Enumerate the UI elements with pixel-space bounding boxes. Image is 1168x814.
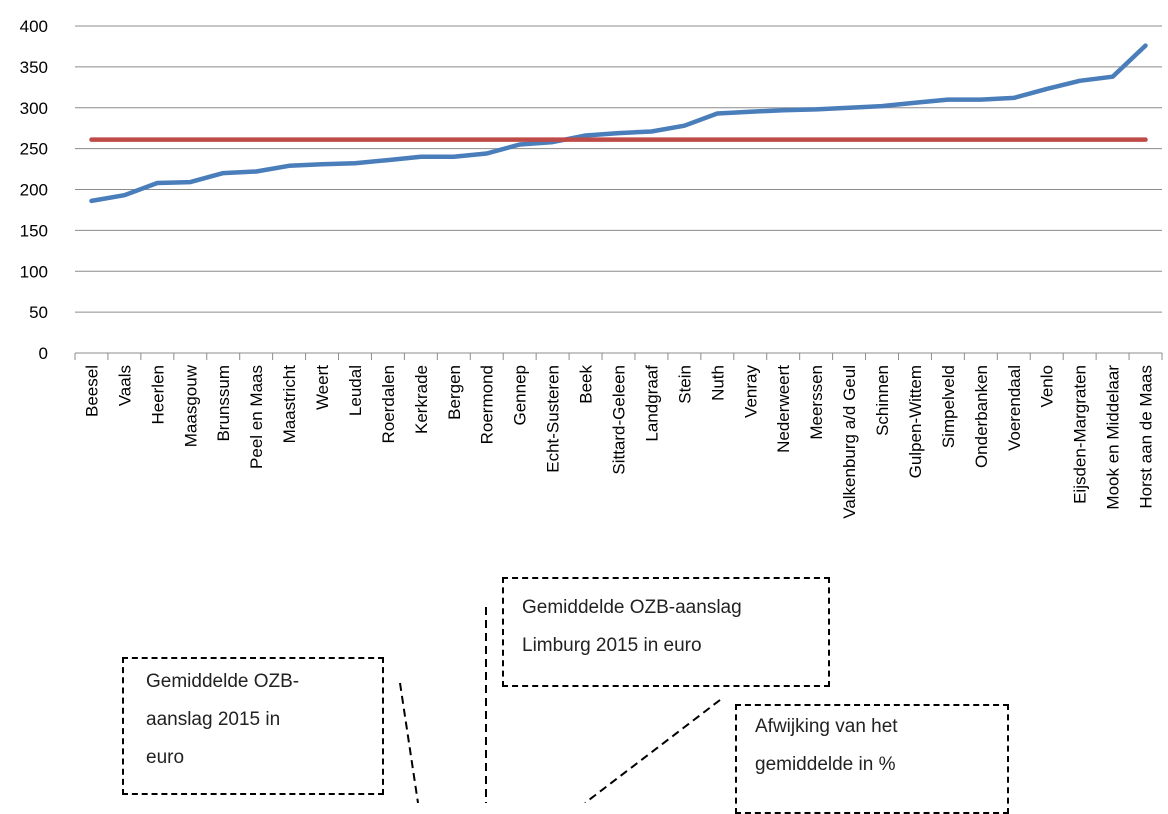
x-tick-label: Voerendaal bbox=[1005, 365, 1024, 451]
x-tick-label: Venray bbox=[741, 365, 760, 418]
callout-province-text: Gemiddelde OZB-aanslag Limburg 2015 in e… bbox=[522, 597, 742, 656]
x-axis bbox=[74, 352, 1163, 360]
x-tick-label: Stein bbox=[675, 365, 694, 404]
x-tick-label: Leudal bbox=[346, 365, 365, 416]
y-tick-label: 50 bbox=[29, 303, 48, 322]
x-tick-label: Brunssum bbox=[214, 365, 233, 442]
x-tick-label: Venlo bbox=[1038, 365, 1057, 408]
y-tick-label: 250 bbox=[20, 140, 48, 159]
x-tick-label: Valkenburg a/d Geul bbox=[840, 365, 859, 519]
x-tick-label: Nederweert bbox=[774, 365, 793, 453]
x-tick-label: Vaals bbox=[115, 365, 134, 406]
gridlines bbox=[75, 25, 1162, 313]
x-tick-label: Nuth bbox=[708, 365, 727, 401]
y-tick-label: 350 bbox=[20, 58, 48, 77]
x-tick-label: Heerlen bbox=[148, 365, 167, 425]
x-tick-label: Beek bbox=[577, 365, 596, 404]
y-tick-label: 0 bbox=[39, 344, 48, 363]
x-tick-label: Weert bbox=[313, 365, 332, 410]
x-axis-tick-labels: Beesel Vaals Heerlen Maasgouw Brunssum Peel e… bbox=[82, 364, 1155, 518]
callout-province-average: Gemiddelde OZB-aanslag Limburg 2015 in e… bbox=[502, 577, 830, 687]
x-tick-label: Roerdalen bbox=[379, 365, 398, 443]
x-tick-label: Mook en Middelaar bbox=[1104, 365, 1123, 510]
x-tick-label: Sittard-Geleen bbox=[610, 365, 629, 475]
x-tick-label: Gennep bbox=[511, 365, 530, 426]
callout-municipal-text: Gemiddelde OZB- aanslag 2015 in euro bbox=[146, 671, 300, 768]
x-tick-label: Maastricht bbox=[280, 365, 299, 444]
x-tick-label: Echt-Susteren bbox=[544, 365, 563, 473]
x-tick-label: Eijsden-Margraten bbox=[1071, 365, 1090, 504]
x-tick-label: Maasgouw bbox=[181, 364, 200, 447]
y-tick-label: 400 bbox=[20, 17, 48, 36]
y-tick-label: 150 bbox=[20, 221, 48, 240]
x-tick-label: Horst aan de Maas bbox=[1137, 365, 1156, 509]
x-tick-label: Gulpen-Wittem bbox=[906, 365, 925, 478]
y-axis-tick-labels: 0 50 100 150 200 250 300 350 400 bbox=[20, 17, 48, 363]
x-tick-label: Meerssen bbox=[807, 365, 826, 440]
y-tick-label: 200 bbox=[20, 181, 48, 200]
y-tick-label: 300 bbox=[20, 99, 48, 118]
x-tick-label: Beesel bbox=[82, 365, 101, 417]
series-line-0 bbox=[89, 43, 1148, 204]
x-tick-label: Bergen bbox=[445, 365, 464, 420]
x-tick-label: Kerkrade bbox=[412, 365, 431, 434]
leader-line-deviation bbox=[584, 699, 721, 803]
y-tick-label: 100 bbox=[20, 262, 48, 281]
series-lines bbox=[89, 43, 1148, 204]
x-tick-label: Landgraaf bbox=[642, 365, 661, 442]
x-tick-label: Simpelveld bbox=[939, 365, 958, 448]
x-tick-label: Roermond bbox=[478, 365, 497, 444]
leader-line-municipal bbox=[399, 682, 419, 803]
x-tick-label: Onderbanken bbox=[972, 365, 991, 468]
x-tick-label: Schinnen bbox=[873, 365, 892, 436]
callout-deviation: Afwijking van het gemiddelde in % bbox=[735, 704, 1009, 814]
callout-deviation-text: Afwijking van het gemiddelde in % bbox=[755, 716, 898, 775]
callout-municipal-average: Gemiddelde OZB- aanslag 2015 in euro bbox=[122, 657, 384, 795]
x-tick-label: Peel en Maas bbox=[247, 365, 266, 469]
